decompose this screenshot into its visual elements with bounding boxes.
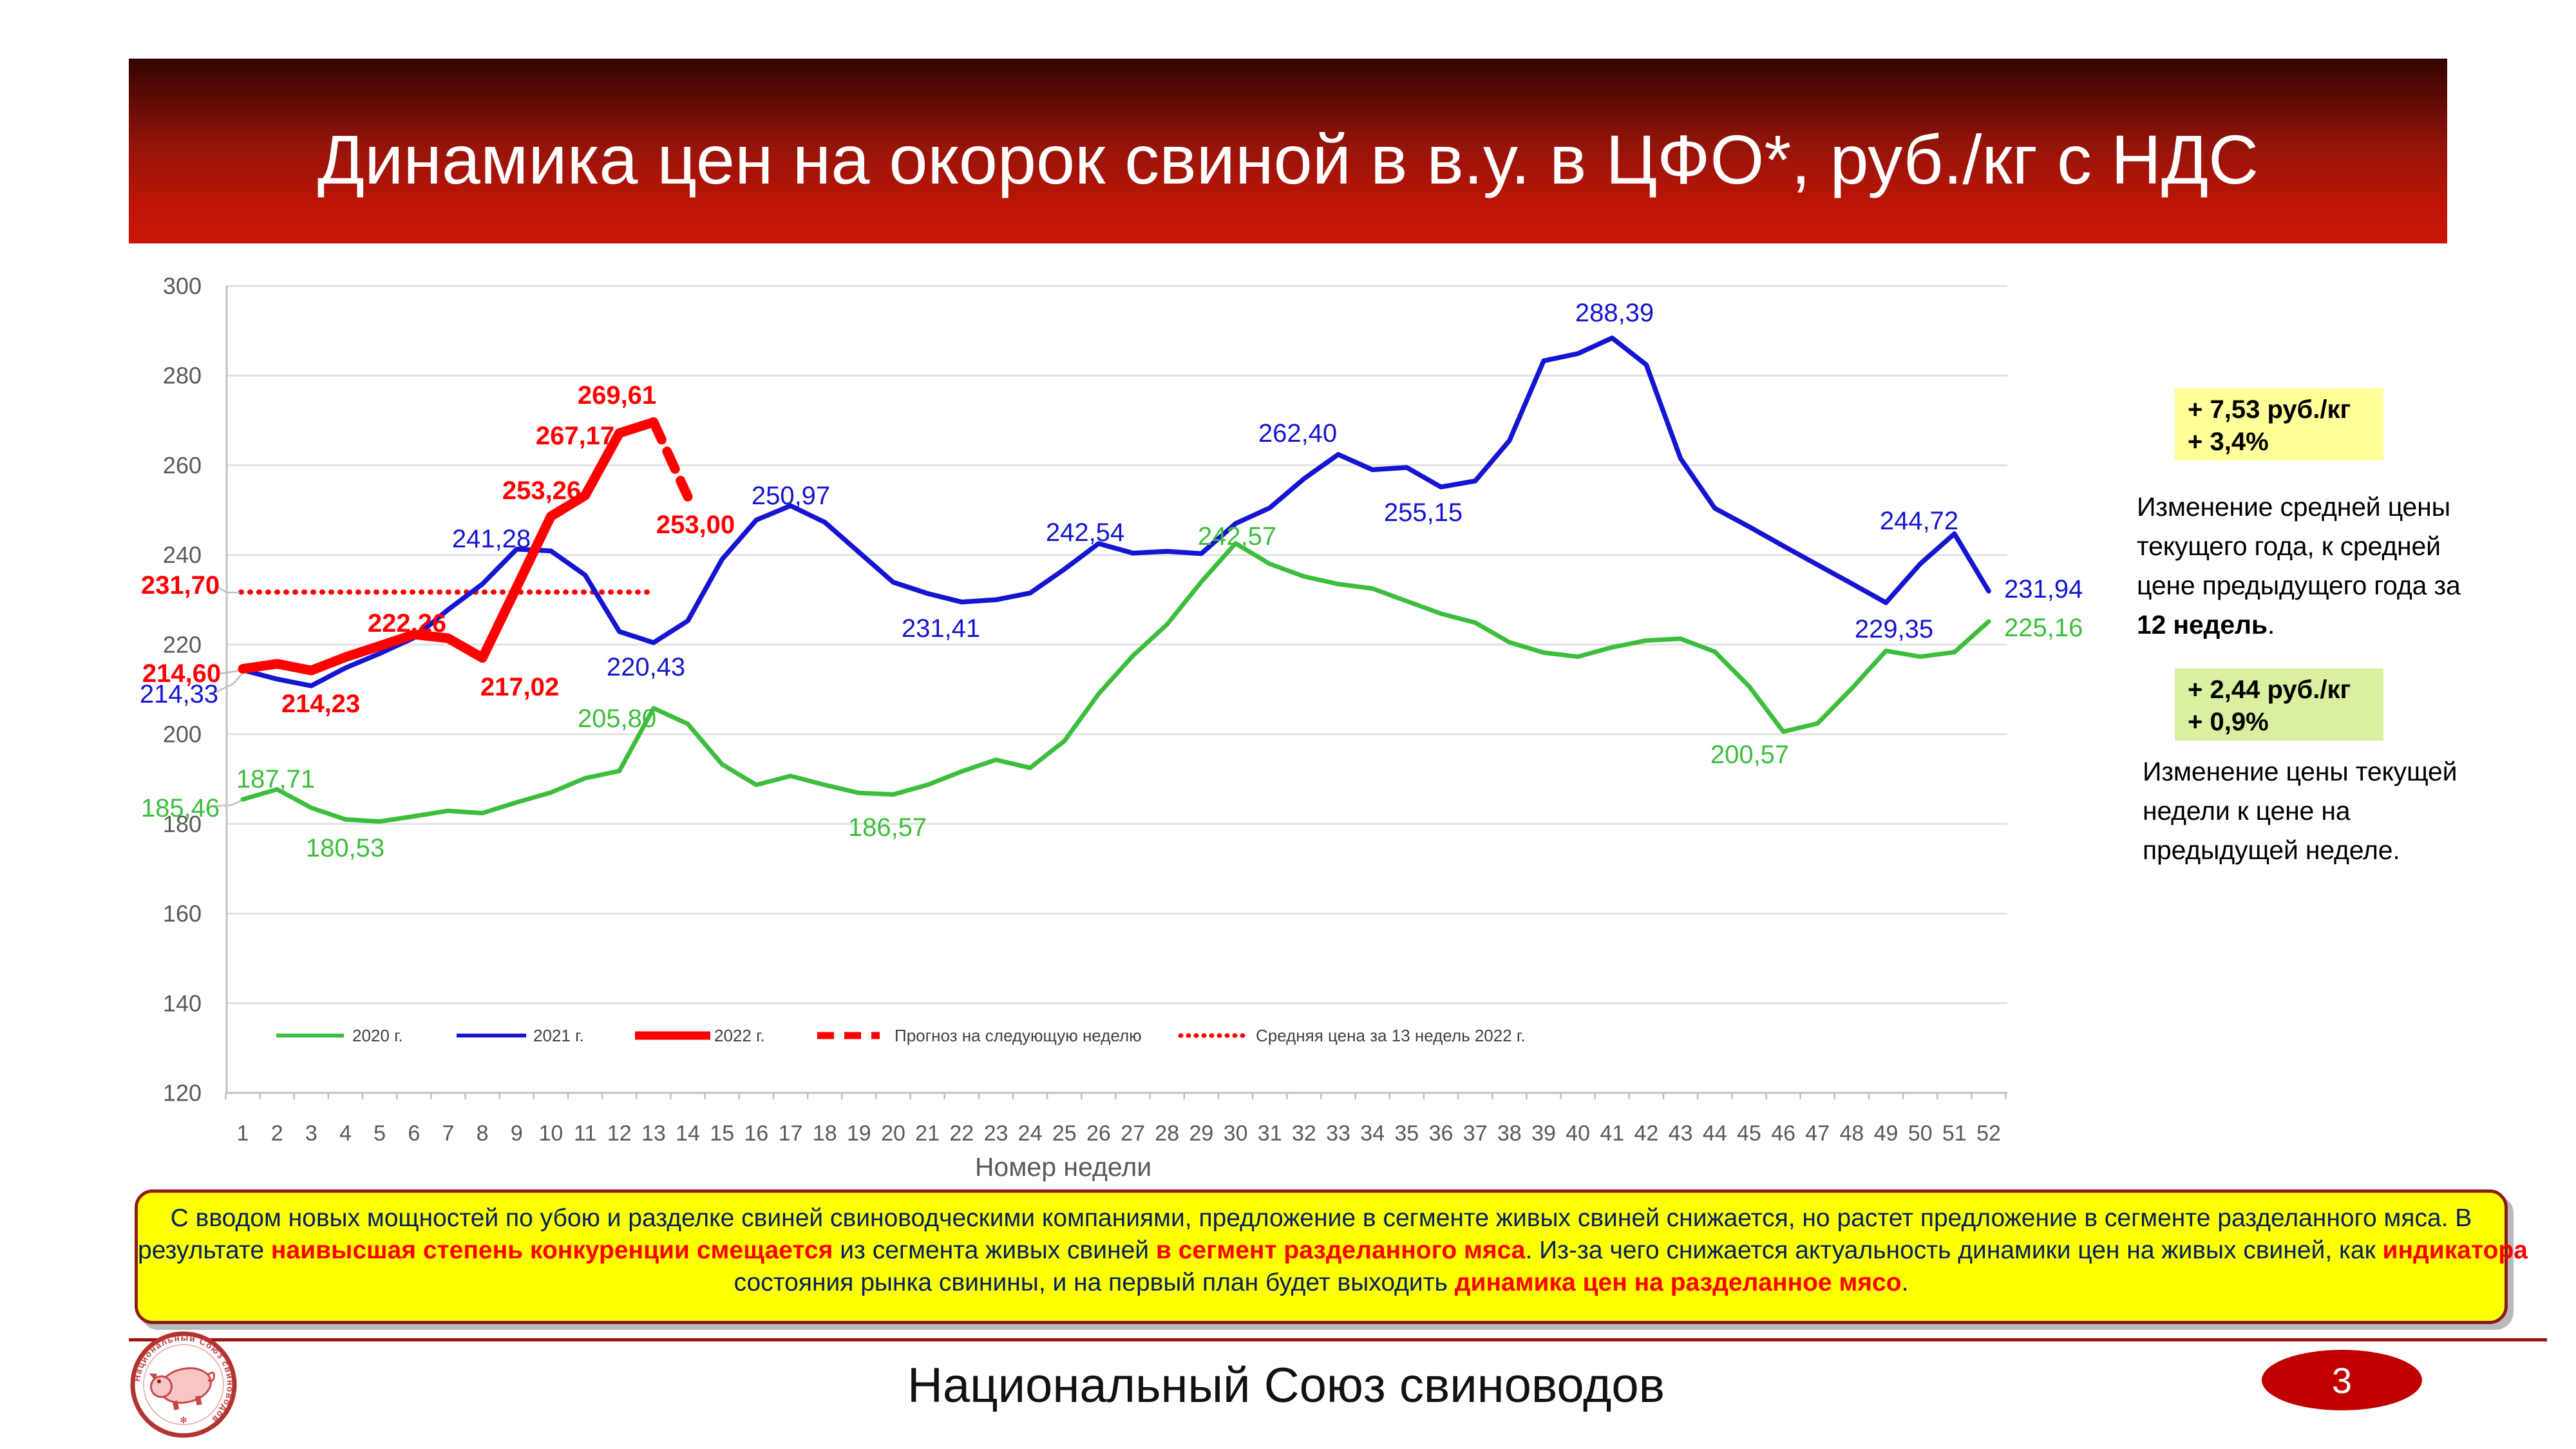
svg-text:18: 18 bbox=[813, 1121, 837, 1146]
svg-text:43: 43 bbox=[1669, 1121, 1693, 1146]
svg-text:242,57: 242,57 bbox=[1198, 522, 1276, 551]
svg-text:231,41: 231,41 bbox=[902, 614, 980, 643]
svg-text:1: 1 bbox=[237, 1121, 249, 1146]
svg-text:244,72: 244,72 bbox=[1880, 507, 1958, 535]
svg-text:2021 г.: 2021 г. bbox=[533, 1026, 584, 1045]
svg-text:205,80: 205,80 bbox=[578, 705, 656, 733]
svg-text:187,71: 187,71 bbox=[236, 765, 315, 793]
svg-text:10: 10 bbox=[538, 1121, 563, 1146]
svg-text:28: 28 bbox=[1155, 1121, 1179, 1146]
svg-text:140: 140 bbox=[163, 990, 202, 1016]
svg-text:47: 47 bbox=[1805, 1121, 1830, 1146]
svg-text:49: 49 bbox=[1874, 1121, 1899, 1146]
svg-text:36: 36 bbox=[1429, 1121, 1454, 1146]
svg-text:✻: ✻ bbox=[180, 1415, 187, 1425]
svg-text:250,97: 250,97 bbox=[752, 482, 830, 510]
svg-text:33: 33 bbox=[1326, 1121, 1350, 1146]
svg-text:231,94: 231,94 bbox=[2004, 575, 2083, 603]
svg-text:229,35: 229,35 bbox=[1855, 615, 1933, 643]
svg-text:39: 39 bbox=[1531, 1121, 1556, 1146]
svg-text:25: 25 bbox=[1052, 1121, 1077, 1146]
svg-text:20: 20 bbox=[881, 1121, 905, 1146]
svg-text:50: 50 bbox=[1908, 1121, 1933, 1146]
svg-text:46: 46 bbox=[1771, 1121, 1795, 1146]
svg-text:5: 5 bbox=[374, 1121, 386, 1146]
svg-text:220,43: 220,43 bbox=[607, 653, 685, 681]
svg-text:34: 34 bbox=[1360, 1121, 1385, 1146]
svg-text:7: 7 bbox=[442, 1121, 454, 1146]
svg-text:160: 160 bbox=[163, 900, 202, 927]
svg-text:22: 22 bbox=[949, 1121, 974, 1146]
svg-text:180,53: 180,53 bbox=[306, 834, 384, 862]
svg-text:253,00: 253,00 bbox=[656, 511, 735, 539]
svg-text:288,39: 288,39 bbox=[1575, 299, 1654, 327]
svg-text:240: 240 bbox=[163, 542, 202, 568]
svg-text:32: 32 bbox=[1292, 1121, 1316, 1146]
svg-text:269,61: 269,61 bbox=[578, 381, 656, 410]
svg-text:51: 51 bbox=[1942, 1121, 1967, 1146]
svg-text:41: 41 bbox=[1600, 1121, 1624, 1146]
svg-text:13: 13 bbox=[641, 1121, 666, 1146]
svg-text:12: 12 bbox=[607, 1121, 632, 1146]
svg-text:200,57: 200,57 bbox=[1710, 741, 1789, 769]
svg-text:241,28: 241,28 bbox=[452, 525, 531, 553]
svg-text:Средняя цена за 13 недель 2022: Средняя цена за 13 недель 2022 г. bbox=[1256, 1026, 1525, 1045]
svg-text:45: 45 bbox=[1737, 1121, 1761, 1146]
svg-text:44: 44 bbox=[1703, 1121, 1727, 1146]
svg-text:255,15: 255,15 bbox=[1384, 498, 1463, 527]
svg-text:8: 8 bbox=[477, 1121, 489, 1146]
svg-text:120: 120 bbox=[163, 1080, 202, 1106]
svg-text:9: 9 bbox=[511, 1121, 523, 1146]
svg-text:14: 14 bbox=[676, 1121, 700, 1146]
svg-text:4: 4 bbox=[339, 1121, 352, 1146]
svg-text:2: 2 bbox=[271, 1121, 283, 1146]
svg-text:214,23: 214,23 bbox=[281, 690, 360, 718]
svg-text:222,26: 222,26 bbox=[368, 609, 446, 638]
svg-text:48: 48 bbox=[1839, 1121, 1864, 1146]
svg-text:280: 280 bbox=[163, 363, 202, 389]
svg-text:225,16: 225,16 bbox=[2004, 614, 2083, 642]
svg-text:300: 300 bbox=[163, 273, 202, 299]
svg-text:29: 29 bbox=[1189, 1121, 1213, 1146]
svg-text:35: 35 bbox=[1394, 1121, 1419, 1146]
svg-text:260: 260 bbox=[163, 452, 202, 478]
svg-text:40: 40 bbox=[1566, 1121, 1590, 1146]
svg-text:23: 23 bbox=[984, 1121, 1009, 1146]
svg-text:11: 11 bbox=[574, 1121, 596, 1146]
svg-text:6: 6 bbox=[408, 1121, 420, 1146]
svg-text:220: 220 bbox=[163, 631, 202, 658]
svg-text:26: 26 bbox=[1086, 1121, 1111, 1146]
svg-text:186,57: 186,57 bbox=[848, 813, 927, 842]
svg-text:37: 37 bbox=[1463, 1121, 1488, 1146]
svg-text:180: 180 bbox=[163, 811, 202, 837]
svg-text:267,17: 267,17 bbox=[536, 422, 614, 450]
svg-text:Номер недели: Номер недели bbox=[975, 1152, 1151, 1182]
svg-text:2020 г.: 2020 г. bbox=[352, 1026, 403, 1045]
svg-text:Прогноз на следующую неделю: Прогноз на следующую неделю bbox=[895, 1026, 1142, 1045]
svg-text:21: 21 bbox=[915, 1121, 940, 1146]
svg-text:253,26: 253,26 bbox=[502, 477, 581, 505]
svg-text:17: 17 bbox=[779, 1121, 803, 1146]
svg-text:38: 38 bbox=[1497, 1121, 1522, 1146]
svg-text:217,02: 217,02 bbox=[480, 673, 559, 701]
svg-text:52: 52 bbox=[1976, 1121, 2001, 1146]
svg-text:185,46: 185,46 bbox=[141, 794, 220, 822]
svg-text:242,54: 242,54 bbox=[1046, 518, 1124, 547]
svg-text:16: 16 bbox=[744, 1121, 768, 1146]
svg-text:231,70: 231,70 bbox=[141, 571, 220, 600]
svg-text:214,60: 214,60 bbox=[142, 659, 221, 688]
svg-text:42: 42 bbox=[1634, 1121, 1658, 1146]
svg-text:30: 30 bbox=[1224, 1121, 1248, 1146]
svg-text:3: 3 bbox=[305, 1121, 317, 1146]
svg-text:24: 24 bbox=[1018, 1121, 1043, 1146]
svg-text:27: 27 bbox=[1121, 1121, 1145, 1146]
svg-text:200: 200 bbox=[163, 721, 202, 748]
svg-text:262,40: 262,40 bbox=[1258, 419, 1337, 448]
svg-text:2022 г.: 2022 г. bbox=[714, 1026, 765, 1045]
svg-text:15: 15 bbox=[710, 1121, 734, 1146]
svg-text:214,33: 214,33 bbox=[140, 680, 218, 708]
svg-text:31: 31 bbox=[1258, 1121, 1282, 1146]
svg-text:19: 19 bbox=[847, 1121, 871, 1146]
